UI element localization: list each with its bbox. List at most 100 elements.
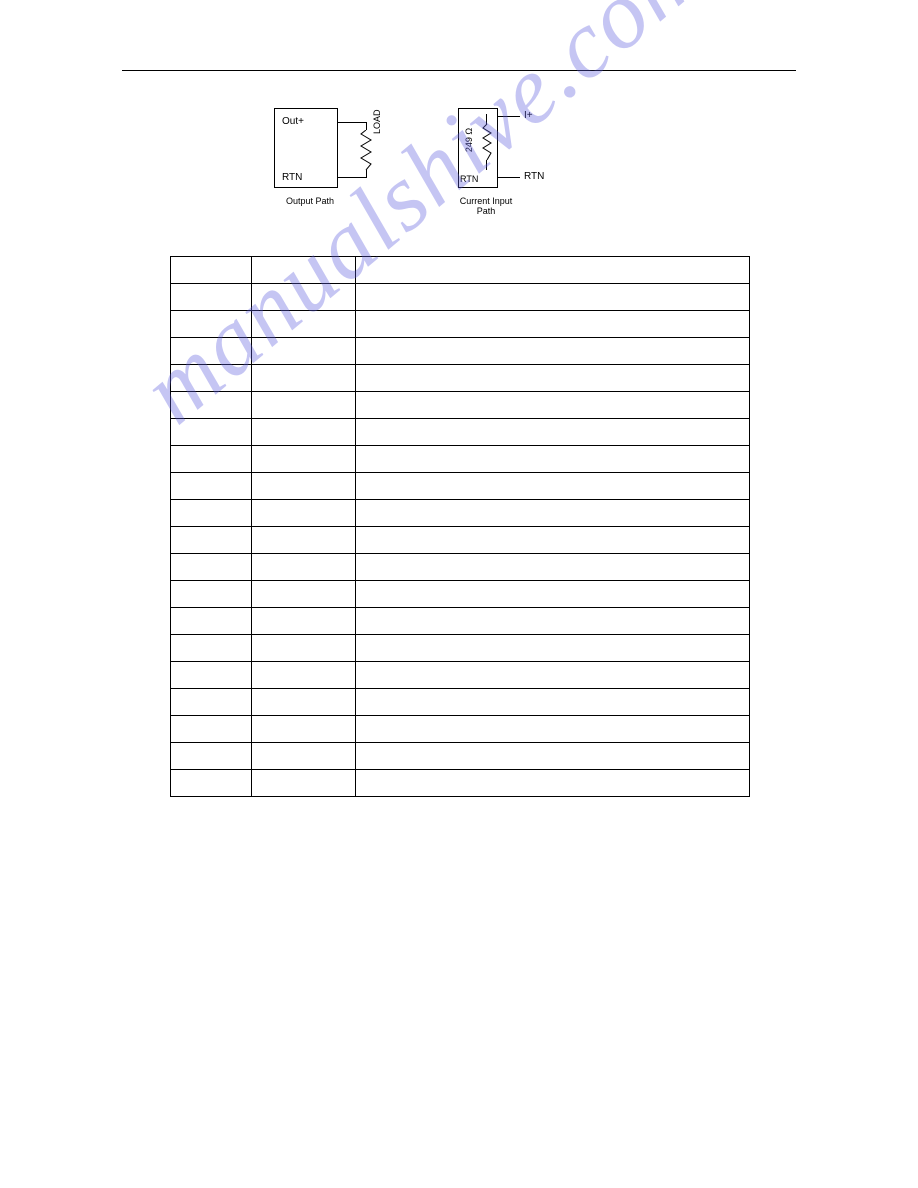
table-cell <box>356 338 750 365</box>
table-row <box>171 257 750 284</box>
table-row <box>171 392 750 419</box>
table-cell <box>171 662 252 689</box>
table-cell <box>171 473 252 500</box>
table-cell <box>356 284 750 311</box>
table-cell <box>252 635 356 662</box>
table-row <box>171 419 750 446</box>
table-row <box>171 365 750 392</box>
diagrams-region: Out+ RTN LOAD Output Path 249 Ω RTN I+ R… <box>260 100 580 240</box>
input-path-caption: Current Input Path <box>452 196 520 216</box>
table-cell <box>171 311 252 338</box>
table-cell <box>171 581 252 608</box>
table-row <box>171 554 750 581</box>
output-path-caption: Output Path <box>280 196 340 206</box>
table-cell <box>252 608 356 635</box>
wire <box>486 160 487 170</box>
table-cell <box>356 527 750 554</box>
table-cell <box>356 446 750 473</box>
wire <box>498 177 520 178</box>
table-cell <box>252 392 356 419</box>
wire <box>338 177 367 178</box>
table-row <box>171 500 750 527</box>
input-resistor-icon <box>482 124 492 160</box>
table-cell <box>171 257 252 284</box>
table-cell <box>171 716 252 743</box>
table-cell <box>171 500 252 527</box>
table-cell <box>356 311 750 338</box>
table-cell <box>171 365 252 392</box>
table-cell <box>252 419 356 446</box>
table-cell <box>356 419 750 446</box>
table-cell <box>356 716 750 743</box>
table-row <box>171 716 750 743</box>
table-cell <box>356 473 750 500</box>
table-row <box>171 473 750 500</box>
table-cell <box>252 500 356 527</box>
table-cell <box>171 284 252 311</box>
input-i-plus-label: I+ <box>524 110 533 121</box>
header-rule <box>122 70 796 71</box>
table-cell <box>356 770 750 797</box>
page: Out+ RTN LOAD Output Path 249 Ω RTN I+ R… <box>0 0 918 1188</box>
wire <box>366 122 367 130</box>
table-row <box>171 770 750 797</box>
table-cell <box>356 689 750 716</box>
output-bottom-pin-label: RTN <box>282 172 302 183</box>
table-cell <box>252 689 356 716</box>
table-cell <box>171 446 252 473</box>
table-cell <box>356 500 750 527</box>
table-cell <box>171 392 252 419</box>
table-cell <box>252 743 356 770</box>
table-cell <box>171 743 252 770</box>
table-cell <box>356 662 750 689</box>
table-row <box>171 689 750 716</box>
table-cell <box>171 419 252 446</box>
input-rtn-label: RTN <box>524 171 544 182</box>
table-cell <box>171 527 252 554</box>
table-row <box>171 581 750 608</box>
table-cell <box>252 365 356 392</box>
table-cell <box>356 392 750 419</box>
table-row <box>171 446 750 473</box>
table-cell <box>252 581 356 608</box>
table-cell <box>171 338 252 365</box>
wire <box>498 116 520 117</box>
table-cell <box>252 770 356 797</box>
table-cell <box>356 581 750 608</box>
table-row <box>171 743 750 770</box>
output-top-pin-label: Out+ <box>282 116 304 127</box>
table-cell <box>171 608 252 635</box>
table-row <box>171 311 750 338</box>
load-label: LOAD <box>372 109 382 134</box>
table-row <box>171 284 750 311</box>
table-cell <box>252 338 356 365</box>
input-inner-rtn: RTN <box>460 174 478 184</box>
table-cell <box>252 527 356 554</box>
table-row <box>171 527 750 554</box>
table-cell <box>252 284 356 311</box>
table-cell <box>356 257 750 284</box>
load-resistor-icon <box>360 130 372 170</box>
table-cell <box>171 689 252 716</box>
table-cell <box>252 446 356 473</box>
table-row <box>171 608 750 635</box>
table-cell <box>171 554 252 581</box>
table-cell <box>171 770 252 797</box>
wire <box>486 114 487 124</box>
table-cell <box>356 608 750 635</box>
table-cell <box>252 554 356 581</box>
table-cell <box>356 635 750 662</box>
table-cell <box>252 473 356 500</box>
table-cell <box>356 365 750 392</box>
table-row <box>171 662 750 689</box>
table-row <box>171 635 750 662</box>
spec-table <box>170 256 750 797</box>
table <box>170 256 750 797</box>
table-cell <box>252 257 356 284</box>
table-cell <box>252 716 356 743</box>
table-row <box>171 338 750 365</box>
table-cell <box>252 311 356 338</box>
input-resistor-value: 249 Ω <box>464 120 474 160</box>
table-cell <box>356 743 750 770</box>
wire <box>338 122 366 123</box>
